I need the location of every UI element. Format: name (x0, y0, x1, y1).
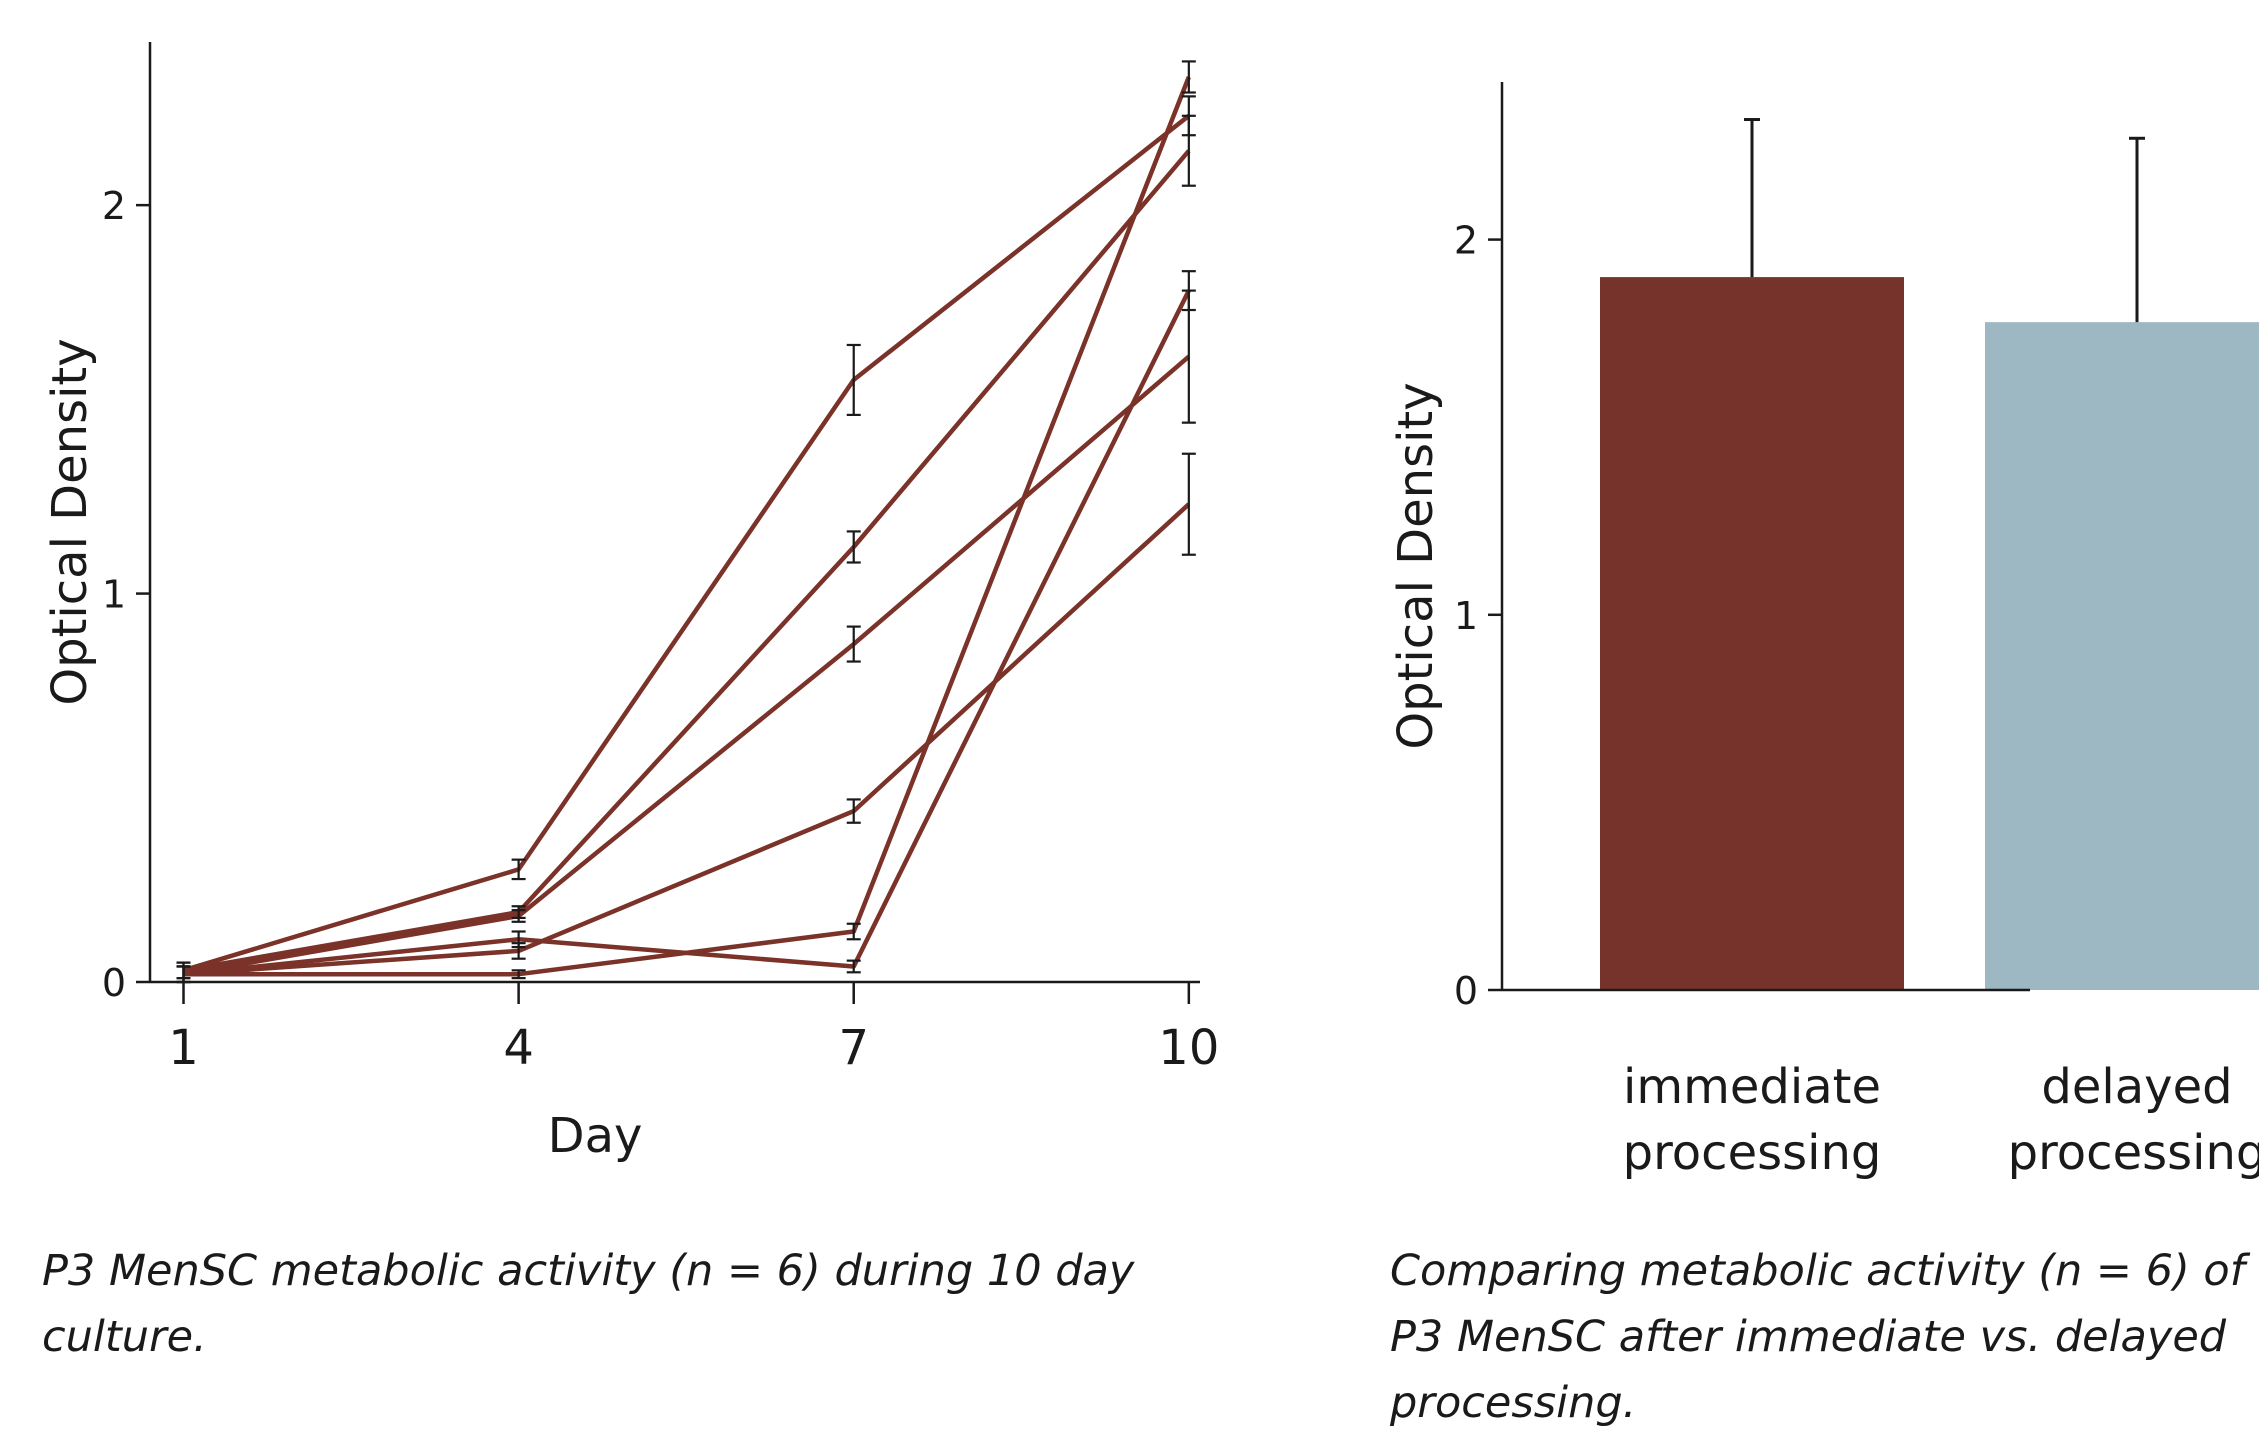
x-tick-label: 4 (503, 1020, 534, 1076)
y-axis-title: Optical Density (1388, 382, 1444, 749)
y-tick-label: 0 (102, 961, 126, 1005)
series-line (182, 114, 1191, 973)
category-label: delayed (2041, 1059, 2232, 1115)
series-line (183, 149, 1191, 973)
y-tick-label: 1 (1454, 594, 1478, 638)
caption-line-chart: P3 MenSC metabolic activity (n = 6) duri… (42, 1246, 1135, 1362)
x-tick-label: 10 (1158, 1020, 1219, 1076)
y-tick-label: 0 (1454, 969, 1478, 1013)
bar (1600, 277, 1904, 991)
bar (1985, 322, 2259, 991)
x-tick-label: 1 (168, 1020, 199, 1076)
category-label: immediate (1623, 1059, 1881, 1115)
category-label: processing (2008, 1125, 2259, 1181)
y-tick-label: 1 (102, 573, 126, 617)
x-tick-label: 7 (838, 1020, 869, 1076)
y-tick-label: 2 (1454, 219, 1478, 263)
series-line (183, 76, 1191, 977)
y-tick-label: 2 (102, 184, 126, 228)
series-line (183, 289, 1191, 977)
category-label: processing (1623, 1125, 1882, 1181)
y-axis-title: Optical Density (42, 338, 98, 705)
series-line (183, 502, 1191, 977)
x-axis-title: Day (548, 1108, 643, 1164)
caption-bar-chart: Comparing metabolic activity (n = 6) of … (1390, 1246, 2245, 1428)
bar-chart: 0 1 2 Optical Density immediate processing del… (1388, 82, 2259, 1181)
